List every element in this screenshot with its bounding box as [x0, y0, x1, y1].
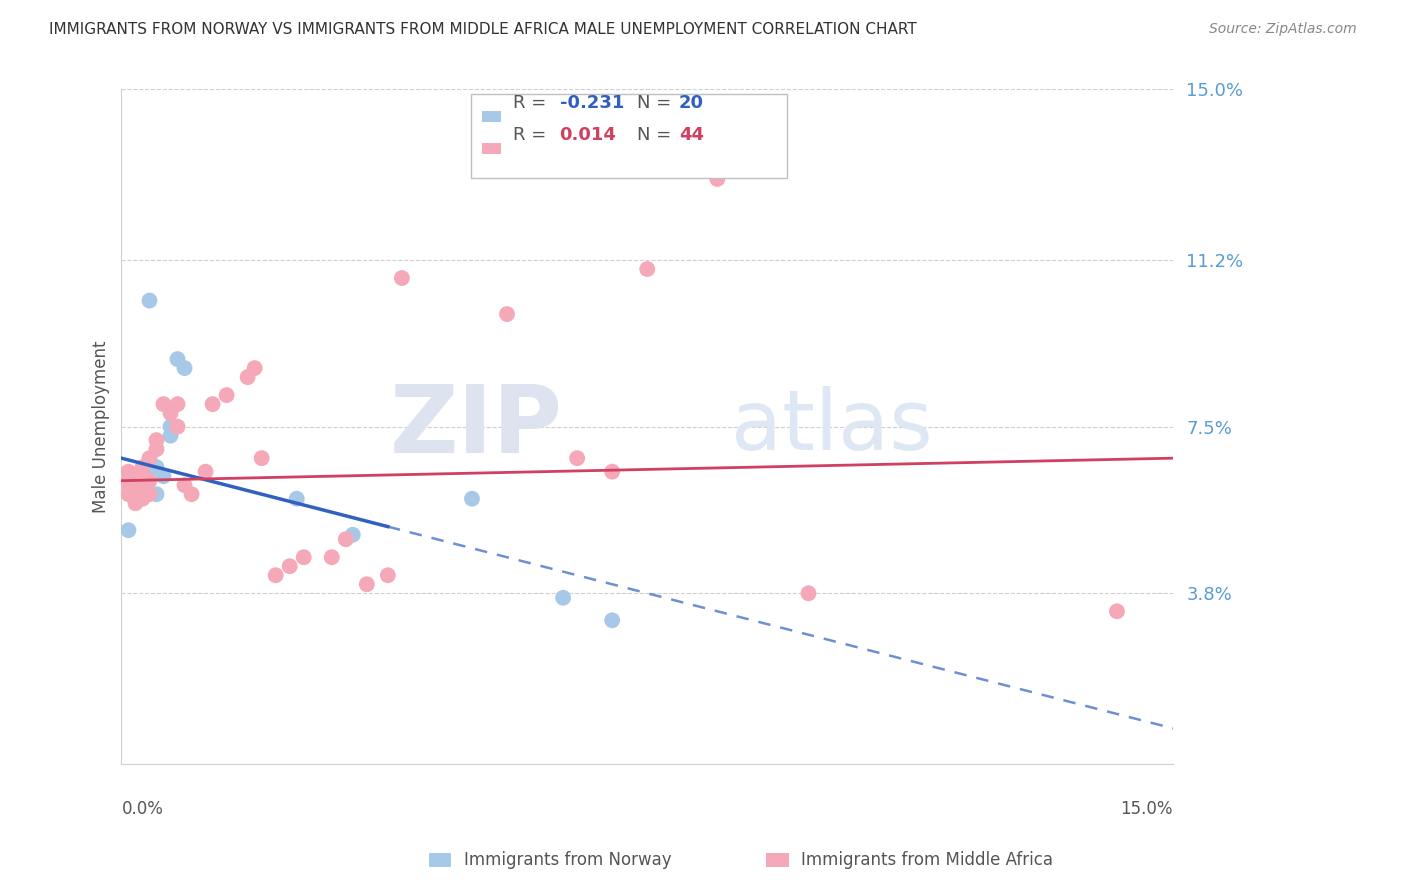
- Point: [285, 491, 308, 506]
- Point: [356, 577, 378, 591]
- Point: [145, 460, 167, 475]
- Point: [159, 419, 181, 434]
- Point: [117, 474, 139, 488]
- Point: [131, 465, 153, 479]
- Point: [1105, 604, 1128, 618]
- Point: [131, 487, 153, 501]
- Text: 0.014: 0.014: [560, 126, 616, 144]
- Point: [131, 487, 153, 501]
- Point: [131, 478, 153, 492]
- Text: R =: R =: [513, 126, 553, 144]
- Text: Immigrants from Middle Africa: Immigrants from Middle Africa: [801, 851, 1053, 869]
- Point: [159, 406, 181, 420]
- Point: [321, 550, 343, 565]
- Text: R =: R =: [513, 94, 553, 112]
- Point: [117, 465, 139, 479]
- Point: [138, 451, 160, 466]
- Point: [215, 388, 238, 402]
- Point: [250, 451, 273, 466]
- Point: [145, 487, 167, 501]
- Point: [553, 591, 575, 605]
- Point: [706, 172, 728, 186]
- Point: [600, 465, 623, 479]
- Point: [461, 491, 484, 506]
- Point: [391, 271, 413, 285]
- Point: [117, 523, 139, 537]
- Point: [124, 478, 146, 492]
- Point: [124, 469, 146, 483]
- Text: N =: N =: [637, 94, 676, 112]
- Point: [166, 397, 188, 411]
- Point: [797, 586, 820, 600]
- Text: 15.0%: 15.0%: [1121, 800, 1173, 819]
- Point: [124, 496, 146, 510]
- Point: [138, 293, 160, 308]
- Point: [145, 433, 167, 447]
- Point: [201, 397, 224, 411]
- Point: [138, 474, 160, 488]
- Point: [496, 307, 519, 321]
- Point: [138, 460, 160, 475]
- Point: [152, 397, 174, 411]
- Point: [117, 487, 139, 501]
- Text: ZIP: ZIP: [391, 381, 564, 473]
- Point: [335, 533, 357, 547]
- Point: [152, 469, 174, 483]
- Text: N =: N =: [637, 126, 676, 144]
- Point: [131, 460, 153, 475]
- Point: [600, 613, 623, 627]
- Point: [243, 361, 266, 376]
- Point: [124, 487, 146, 501]
- Point: [636, 262, 658, 277]
- Point: [131, 491, 153, 506]
- Point: [292, 550, 315, 565]
- Text: -0.231: -0.231: [560, 94, 624, 112]
- Point: [342, 527, 364, 541]
- Point: [117, 478, 139, 492]
- Point: [124, 487, 146, 501]
- Point: [236, 370, 259, 384]
- Point: [173, 478, 195, 492]
- Point: [173, 361, 195, 376]
- Text: atlas: atlas: [731, 386, 934, 467]
- Point: [131, 478, 153, 492]
- Point: [166, 419, 188, 434]
- Text: Source: ZipAtlas.com: Source: ZipAtlas.com: [1209, 22, 1357, 37]
- Point: [278, 559, 301, 574]
- Point: [180, 487, 202, 501]
- Text: Immigrants from Norway: Immigrants from Norway: [464, 851, 672, 869]
- Point: [159, 428, 181, 442]
- Point: [194, 465, 217, 479]
- Point: [124, 474, 146, 488]
- Point: [565, 451, 588, 466]
- Point: [145, 442, 167, 457]
- Text: 0.0%: 0.0%: [121, 800, 163, 819]
- Y-axis label: Male Unemployment: Male Unemployment: [93, 341, 110, 513]
- Text: 44: 44: [679, 126, 704, 144]
- Point: [377, 568, 399, 582]
- Point: [138, 487, 160, 501]
- Text: 20: 20: [679, 94, 704, 112]
- Point: [166, 352, 188, 367]
- Text: IMMIGRANTS FROM NORWAY VS IMMIGRANTS FROM MIDDLE AFRICA MALE UNEMPLOYMENT CORREL: IMMIGRANTS FROM NORWAY VS IMMIGRANTS FRO…: [49, 22, 917, 37]
- Point: [264, 568, 287, 582]
